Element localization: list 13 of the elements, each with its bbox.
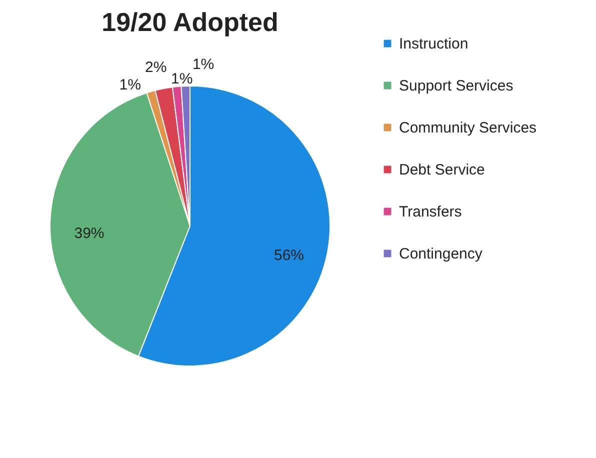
data-label: 1% [119,76,141,94]
data-label: 56% [274,246,304,264]
data-label: 1% [192,56,214,74]
legend-label: Support Services [399,78,514,94]
legend-label: Instruction [399,36,468,52]
data-label: 1% [171,70,193,88]
legend-label: Community Services [399,120,537,136]
legend-label: Debt Service [399,162,485,178]
data-label: 2% [145,58,167,76]
legend-label: Transfers [399,204,462,220]
data-label: 39% [74,224,104,242]
legend-label: Contingency [399,246,483,262]
chart-title: 19/20 Adopted [102,7,278,37]
